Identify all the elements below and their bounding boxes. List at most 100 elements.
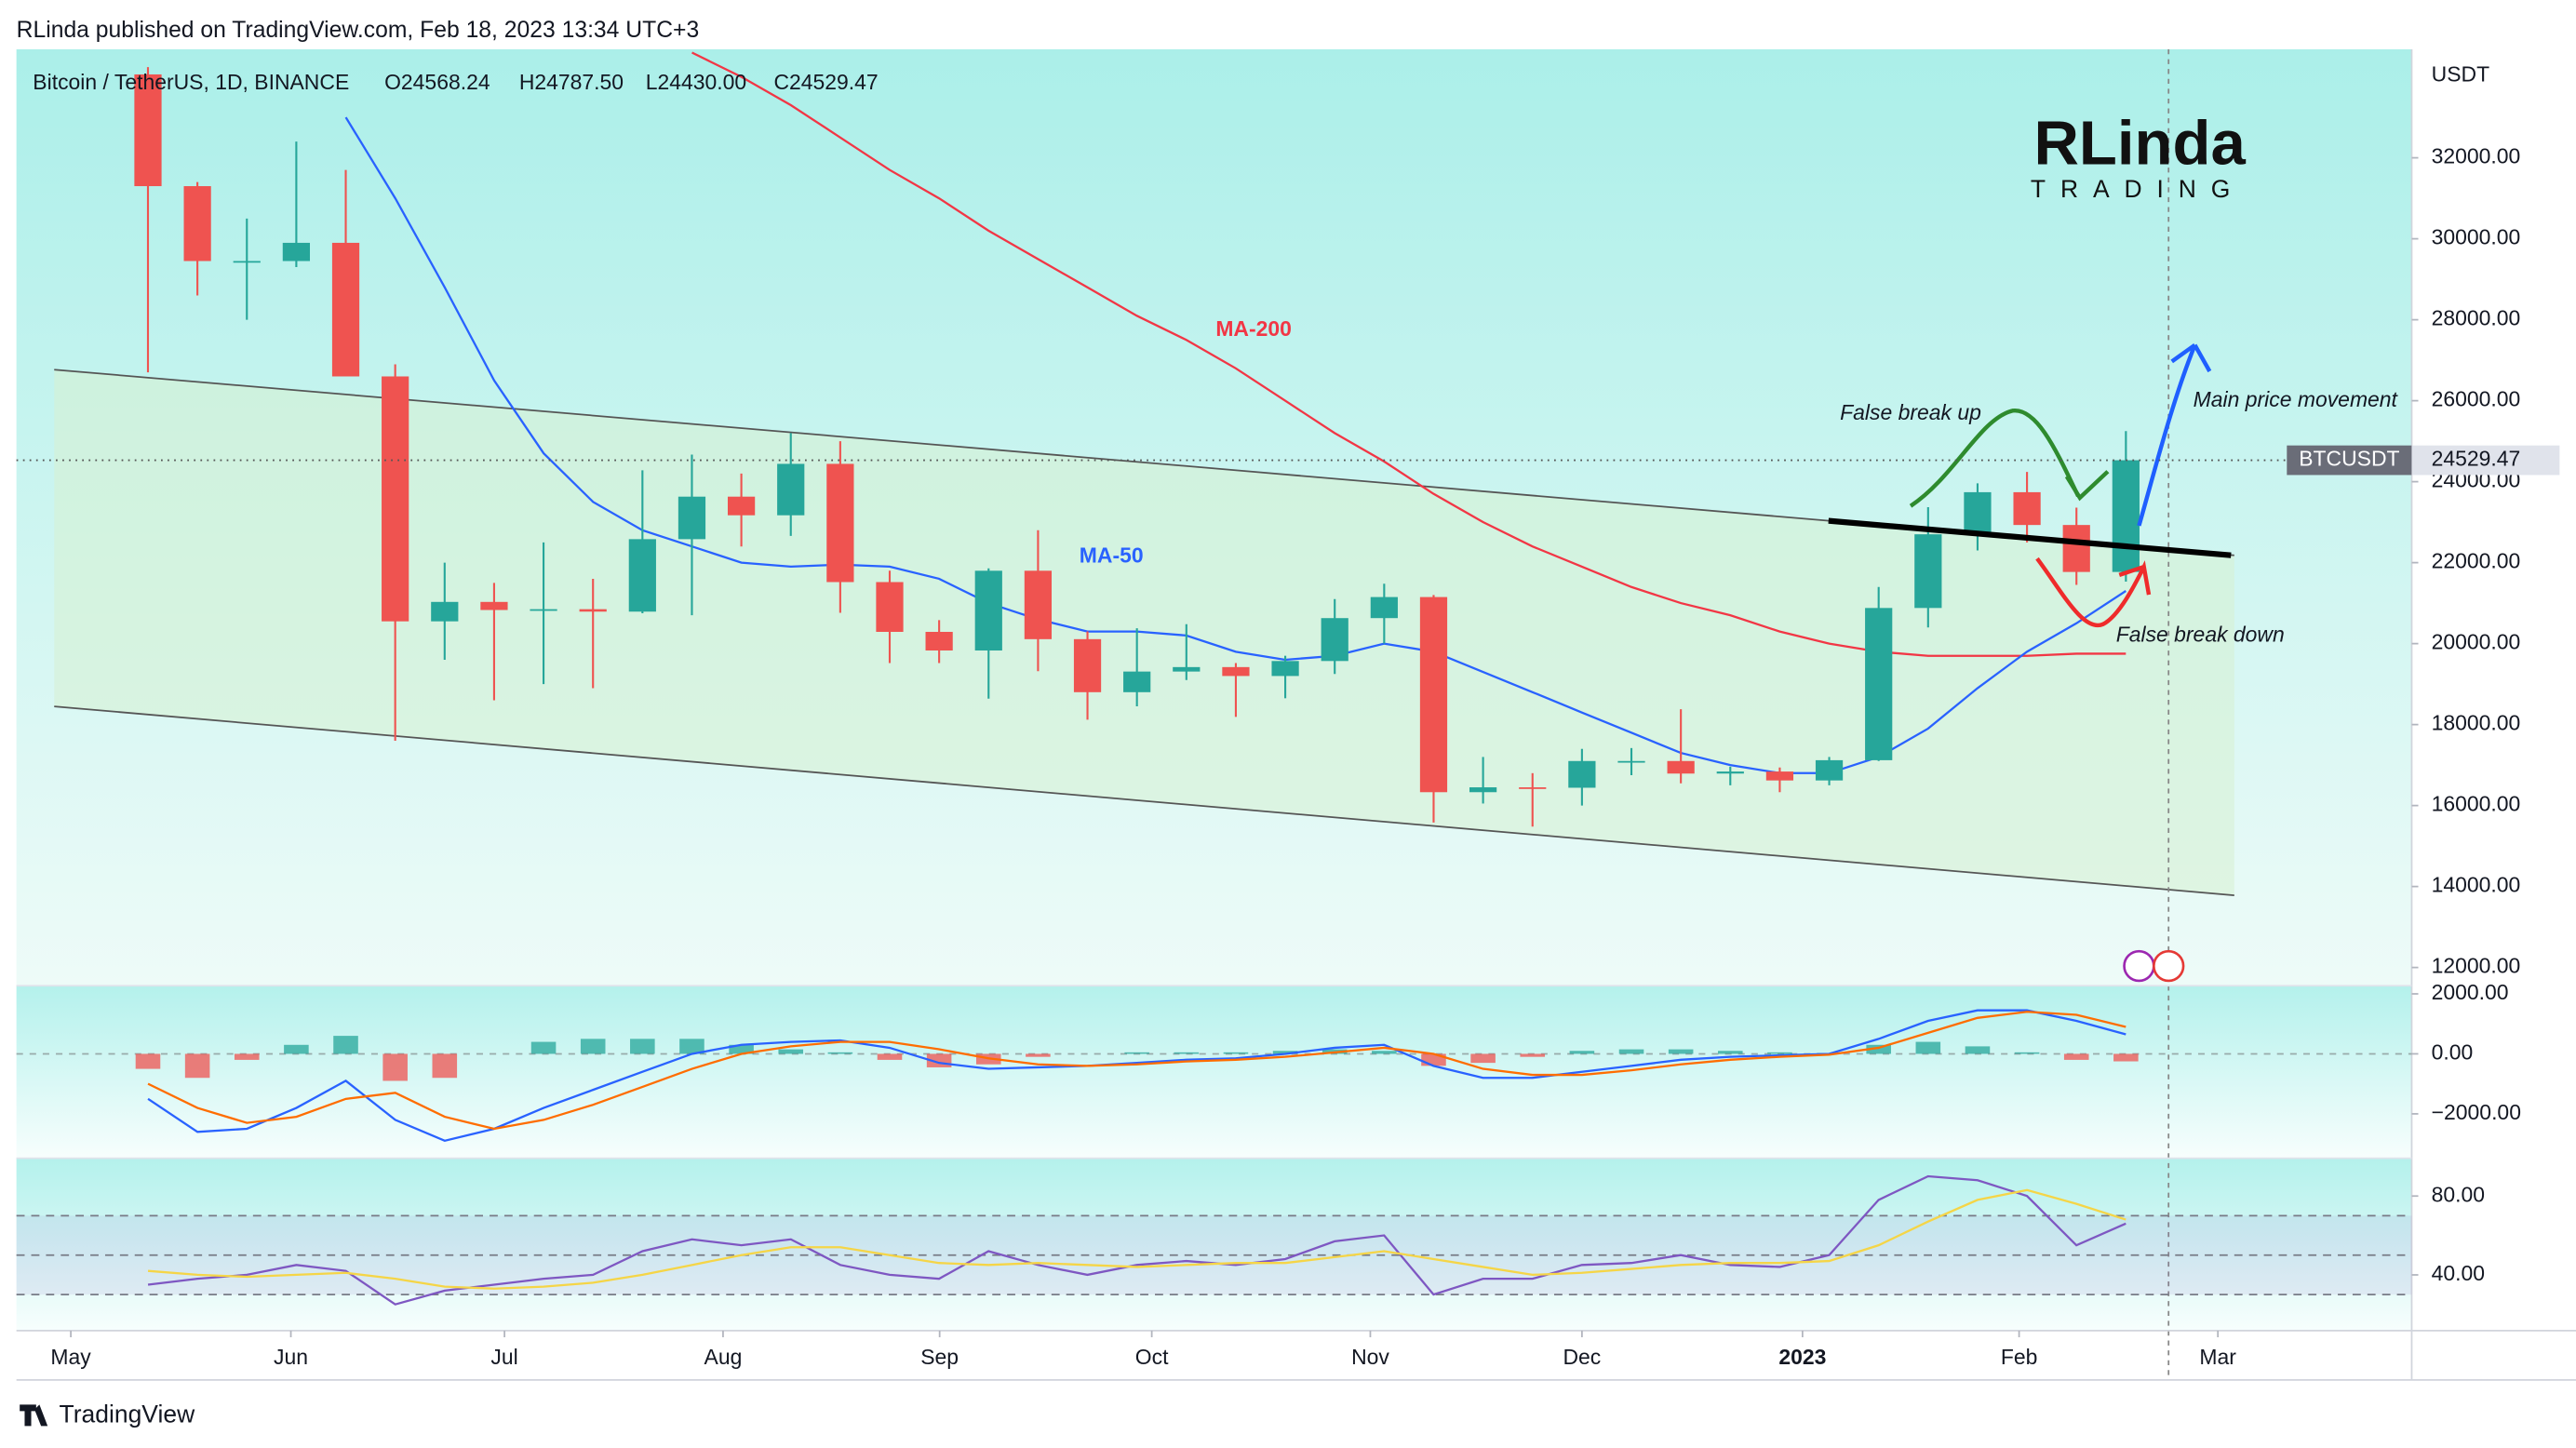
series-line (147, 1188, 2127, 1290)
candle-body (727, 496, 756, 516)
candle-body (331, 242, 360, 377)
histogram-bar (1520, 1053, 1546, 1057)
candle-body (1271, 661, 1299, 677)
histogram-bar (1272, 1051, 1298, 1054)
flag-icon[interactable] (2152, 949, 2185, 983)
blue-arrow (2137, 342, 2212, 527)
y-tick-label: 20000.00 (2432, 630, 2521, 654)
candle-body (1964, 491, 1992, 535)
x-tick-label: Feb (2001, 1345, 2038, 1369)
histogram-bar (1174, 1052, 1200, 1054)
price-tag-text: 24529.47 (2432, 447, 2521, 471)
channel-lower (54, 705, 2234, 897)
histogram-bar (1470, 1053, 1496, 1064)
series-line (147, 1011, 2127, 1131)
candle-body (1419, 597, 1448, 793)
histogram-bar (135, 1053, 161, 1069)
logo-name: RLinda (2033, 109, 2246, 179)
y-tick-label: 26000.00 (2432, 387, 2521, 411)
x-tick-label: Jun (274, 1345, 308, 1369)
candle-body (579, 609, 607, 612)
ohlc-high: H24787.50 (519, 70, 624, 94)
x-tick-label: Mar (2199, 1345, 2236, 1369)
histogram-bar (2014, 1052, 2040, 1054)
histogram-bar (2113, 1053, 2139, 1062)
y-tick-label: 80.00 (2432, 1182, 2485, 1206)
y-tick-label: 32000.00 (2432, 144, 2521, 168)
series-line (147, 1009, 2127, 1143)
candle-body (233, 261, 261, 263)
histogram-bar (184, 1053, 210, 1079)
candle-body (183, 186, 211, 261)
candle-body (282, 242, 311, 261)
y-tick-label: −2000.00 (2432, 1100, 2521, 1124)
symbol-tag-text: BTCUSDT (2299, 447, 2399, 471)
histogram-bar (1866, 1044, 1891, 1054)
histogram-bar (1965, 1046, 1991, 1054)
histogram-bar (1569, 1051, 1595, 1054)
rsi-pane (16, 1158, 2412, 1331)
y-tick-label: 0.00 (2432, 1040, 2474, 1065)
histogram-bar (2063, 1053, 2089, 1060)
histogram-bar (1915, 1041, 1941, 1054)
x-tick-label: Aug (704, 1345, 743, 1369)
candle-body (1716, 771, 1744, 774)
x-tick-label: 2023 (1778, 1345, 1826, 1369)
histogram-bar (1026, 1053, 1051, 1057)
histogram-bar (778, 1049, 804, 1054)
histogram-bar (877, 1053, 903, 1060)
candle-body (826, 463, 854, 583)
symbol-title: Bitcoin / TetherUS, 1D, BINANCE (33, 70, 349, 94)
histogram-bar (1767, 1052, 1792, 1054)
ma50-label: MA-50 (1080, 543, 1144, 568)
candle-body (925, 631, 953, 651)
candle-body (1519, 787, 1547, 789)
histogram-bar (284, 1044, 309, 1054)
histogram-bar (1372, 1051, 1397, 1054)
ohlc-close: C24529.47 (773, 70, 878, 94)
candle-body (431, 601, 459, 622)
candle-body (1865, 608, 1893, 760)
candle-body (1815, 759, 1844, 781)
candle-body (1073, 638, 1102, 692)
histogram-bar (827, 1052, 853, 1054)
event-icon[interactable] (2123, 949, 2155, 983)
candle-body (1024, 570, 1053, 639)
logo-sub: TRADING (2031, 175, 2245, 203)
histogram-bar (1717, 1051, 1743, 1054)
candle-body (876, 582, 904, 632)
ma200-label: MA-200 (1215, 316, 1292, 341)
histogram-bar (530, 1041, 557, 1054)
breakout-line (1828, 517, 2232, 558)
histogram-bar (382, 1053, 408, 1081)
candle-body (1370, 597, 1398, 619)
histogram-bar (729, 1044, 754, 1054)
candle-body (134, 74, 162, 187)
y-tick-label: 40.00 (2432, 1261, 2485, 1285)
candle-body (1765, 771, 1794, 781)
histogram-bar (432, 1053, 458, 1079)
ohlc-low: L24430.00 (646, 70, 746, 94)
x-tick-label: Nov (1351, 1345, 1389, 1369)
x-tick-label: May (50, 1345, 91, 1369)
candle-body (480, 601, 508, 610)
price-plot (134, 51, 2140, 827)
candle-body (1667, 760, 1695, 774)
candle-body (1568, 760, 1596, 788)
footer-brand: TradingView (60, 1401, 196, 1428)
macd-pane (16, 985, 2412, 1159)
candle-body (1617, 760, 1645, 763)
histogram-bar (1223, 1052, 1249, 1054)
y-tick-label: 12000.00 (2432, 954, 2521, 978)
candle-body (382, 376, 409, 622)
annotation: False break down (2116, 622, 2285, 646)
green-arrowhead (2064, 470, 2110, 502)
candle-body (777, 463, 805, 516)
publisher-line: RLinda published on TradingView.com, Feb… (17, 18, 700, 43)
candle-body (2013, 491, 2041, 526)
ohlc-open: O24568.24 (384, 70, 490, 94)
y-tick-label: 22000.00 (2432, 549, 2521, 573)
x-tick-label: Dec (1563, 1345, 1601, 1369)
